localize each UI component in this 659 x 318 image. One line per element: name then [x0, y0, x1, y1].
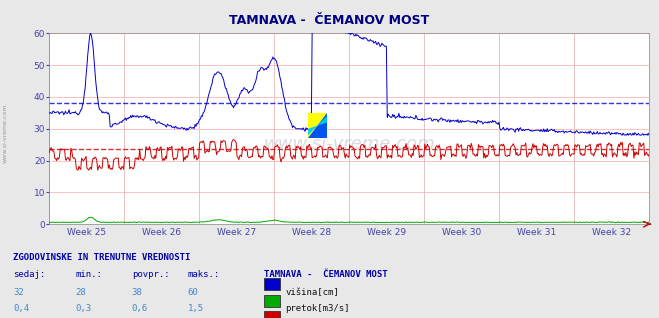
Text: min.:: min.:: [76, 270, 103, 279]
Text: sedaj:: sedaj:: [13, 270, 45, 279]
Text: 28: 28: [76, 288, 86, 297]
Polygon shape: [308, 116, 327, 135]
Text: www.si-vreme.com: www.si-vreme.com: [3, 104, 8, 163]
Text: TAMNAVA -  ČEMANOV MOST: TAMNAVA - ČEMANOV MOST: [264, 270, 387, 279]
Text: 0,3: 0,3: [76, 304, 92, 313]
Polygon shape: [308, 113, 327, 138]
Polygon shape: [308, 113, 327, 138]
Text: višina[cm]: višina[cm]: [285, 288, 339, 297]
Text: ZGODOVINSKE IN TRENUTNE VREDNOSTI: ZGODOVINSKE IN TRENUTNE VREDNOSTI: [13, 253, 190, 262]
Text: www.si-vreme.com: www.si-vreme.com: [264, 135, 435, 153]
Text: 38: 38: [132, 288, 142, 297]
Text: pretok[m3/s]: pretok[m3/s]: [285, 304, 350, 313]
Text: povpr.:: povpr.:: [132, 270, 169, 279]
Text: 0,4: 0,4: [13, 304, 29, 313]
Text: maks.:: maks.:: [188, 270, 220, 279]
Text: 60: 60: [188, 288, 198, 297]
Text: 1,5: 1,5: [188, 304, 204, 313]
Text: 32: 32: [13, 288, 24, 297]
Text: 0,6: 0,6: [132, 304, 148, 313]
Text: TAMNAVA -  ČEMANOV MOST: TAMNAVA - ČEMANOV MOST: [229, 14, 430, 27]
